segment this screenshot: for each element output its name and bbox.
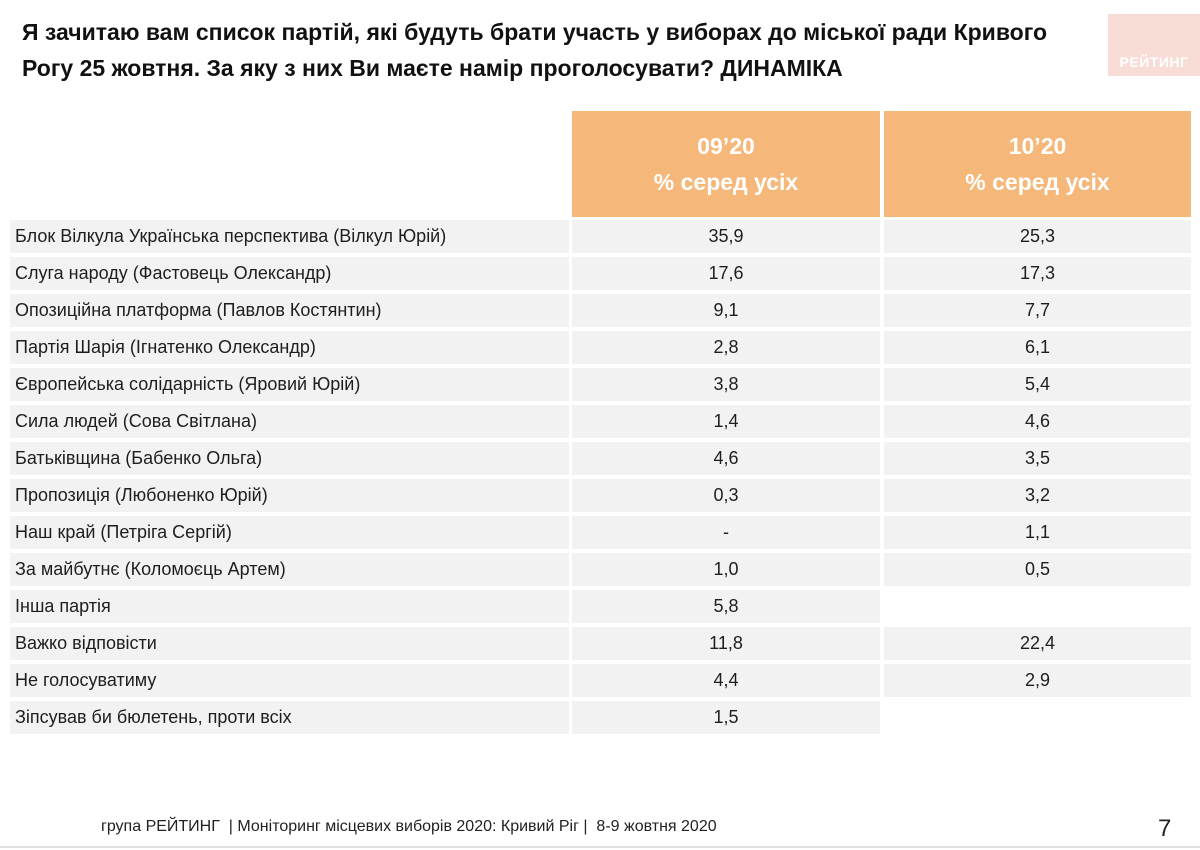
value-0920: 17,6 (572, 257, 880, 290)
value-1020: 4,6 (884, 405, 1191, 438)
value-0920: 1,5 (572, 701, 880, 734)
value-1020: 17,3 (884, 257, 1191, 290)
footer-text: група РЕЙТИНГ | Моніторинг місцевих вибо… (101, 818, 717, 835)
logo-text: РЕЙТИНГ (1119, 54, 1189, 70)
party-label: Пропозиція (Любоненко Юрій) (10, 479, 569, 512)
party-label: Блок Вілкула Українська перспектива (Віл… (10, 220, 569, 253)
party-label: Слуга народу (Фастовець Олександр) (10, 257, 569, 290)
value-1020: 5,4 (884, 368, 1191, 401)
value-0920: 5,8 (572, 590, 880, 623)
value-1020: 2,9 (884, 664, 1191, 697)
party-label: Батьківщина (Бабенко Ольга) (10, 442, 569, 475)
party-label: Сила людей (Сова Світлана) (10, 405, 569, 438)
rating-logo: РЕЙТИНГ (1108, 14, 1200, 76)
party-label: Не голосуватиму (10, 664, 569, 697)
column-measure: % серед усіх (965, 169, 1110, 195)
column-measure: % серед усіх (653, 169, 799, 195)
party-label: Партія Шарія (Ігнатенко Олександр) (10, 331, 569, 364)
value-0920: 1,4 (572, 405, 880, 438)
page-number: 7 (1158, 815, 1172, 842)
party-label: Європейська солідарність (Яровий Юрій) (10, 368, 569, 401)
footer-divider (0, 846, 1200, 848)
value-1020: 7,7 (884, 294, 1191, 327)
value-0920: 1,0 (572, 553, 880, 586)
party-label: Зіпсував би бюлетень, проти всіх (10, 701, 569, 734)
value-0920: 9,1 (572, 294, 880, 327)
value-1020: 3,5 (884, 442, 1191, 475)
value-0920: 3,8 (572, 368, 880, 401)
value-1020: 3,2 (884, 479, 1191, 512)
value-1020: 0,5 (884, 553, 1191, 586)
slide-title: Я зачитаю вам список партій, які будуть … (22, 19, 1048, 81)
value-1020: 1,1 (884, 516, 1191, 549)
column-header-1020: 10’20 % серед усіх (884, 111, 1191, 217)
value-0920: 11,8 (572, 627, 880, 660)
party-label: Інша партія (10, 590, 569, 623)
value-1020: 6,1 (884, 331, 1191, 364)
value-0920: 4,4 (572, 664, 880, 697)
value-0920: 4,6 (572, 442, 880, 475)
value-0920: 35,9 (572, 220, 880, 253)
value-0920: 2,8 (572, 331, 880, 364)
value-0920: 0,3 (572, 479, 880, 512)
value-1020: 25,3 (884, 220, 1191, 253)
value-1020 (884, 590, 1191, 623)
column-header-0920: 09’20 % серед усіх (572, 111, 880, 217)
party-label: Опозиційна платформа (Павлов Костянтин) (10, 294, 569, 327)
value-0920: - (572, 516, 880, 549)
party-label: Важко відповісти (10, 627, 569, 660)
party-label: За майбутнє (Коломоєць Артем) (10, 553, 569, 586)
value-1020 (884, 701, 1191, 734)
party-label: Наш край (Петріга Сергій) (10, 516, 569, 549)
column-period: 10’20 (1008, 133, 1067, 159)
column-period: 09’20 (697, 133, 755, 159)
value-1020: 22,4 (884, 627, 1191, 660)
